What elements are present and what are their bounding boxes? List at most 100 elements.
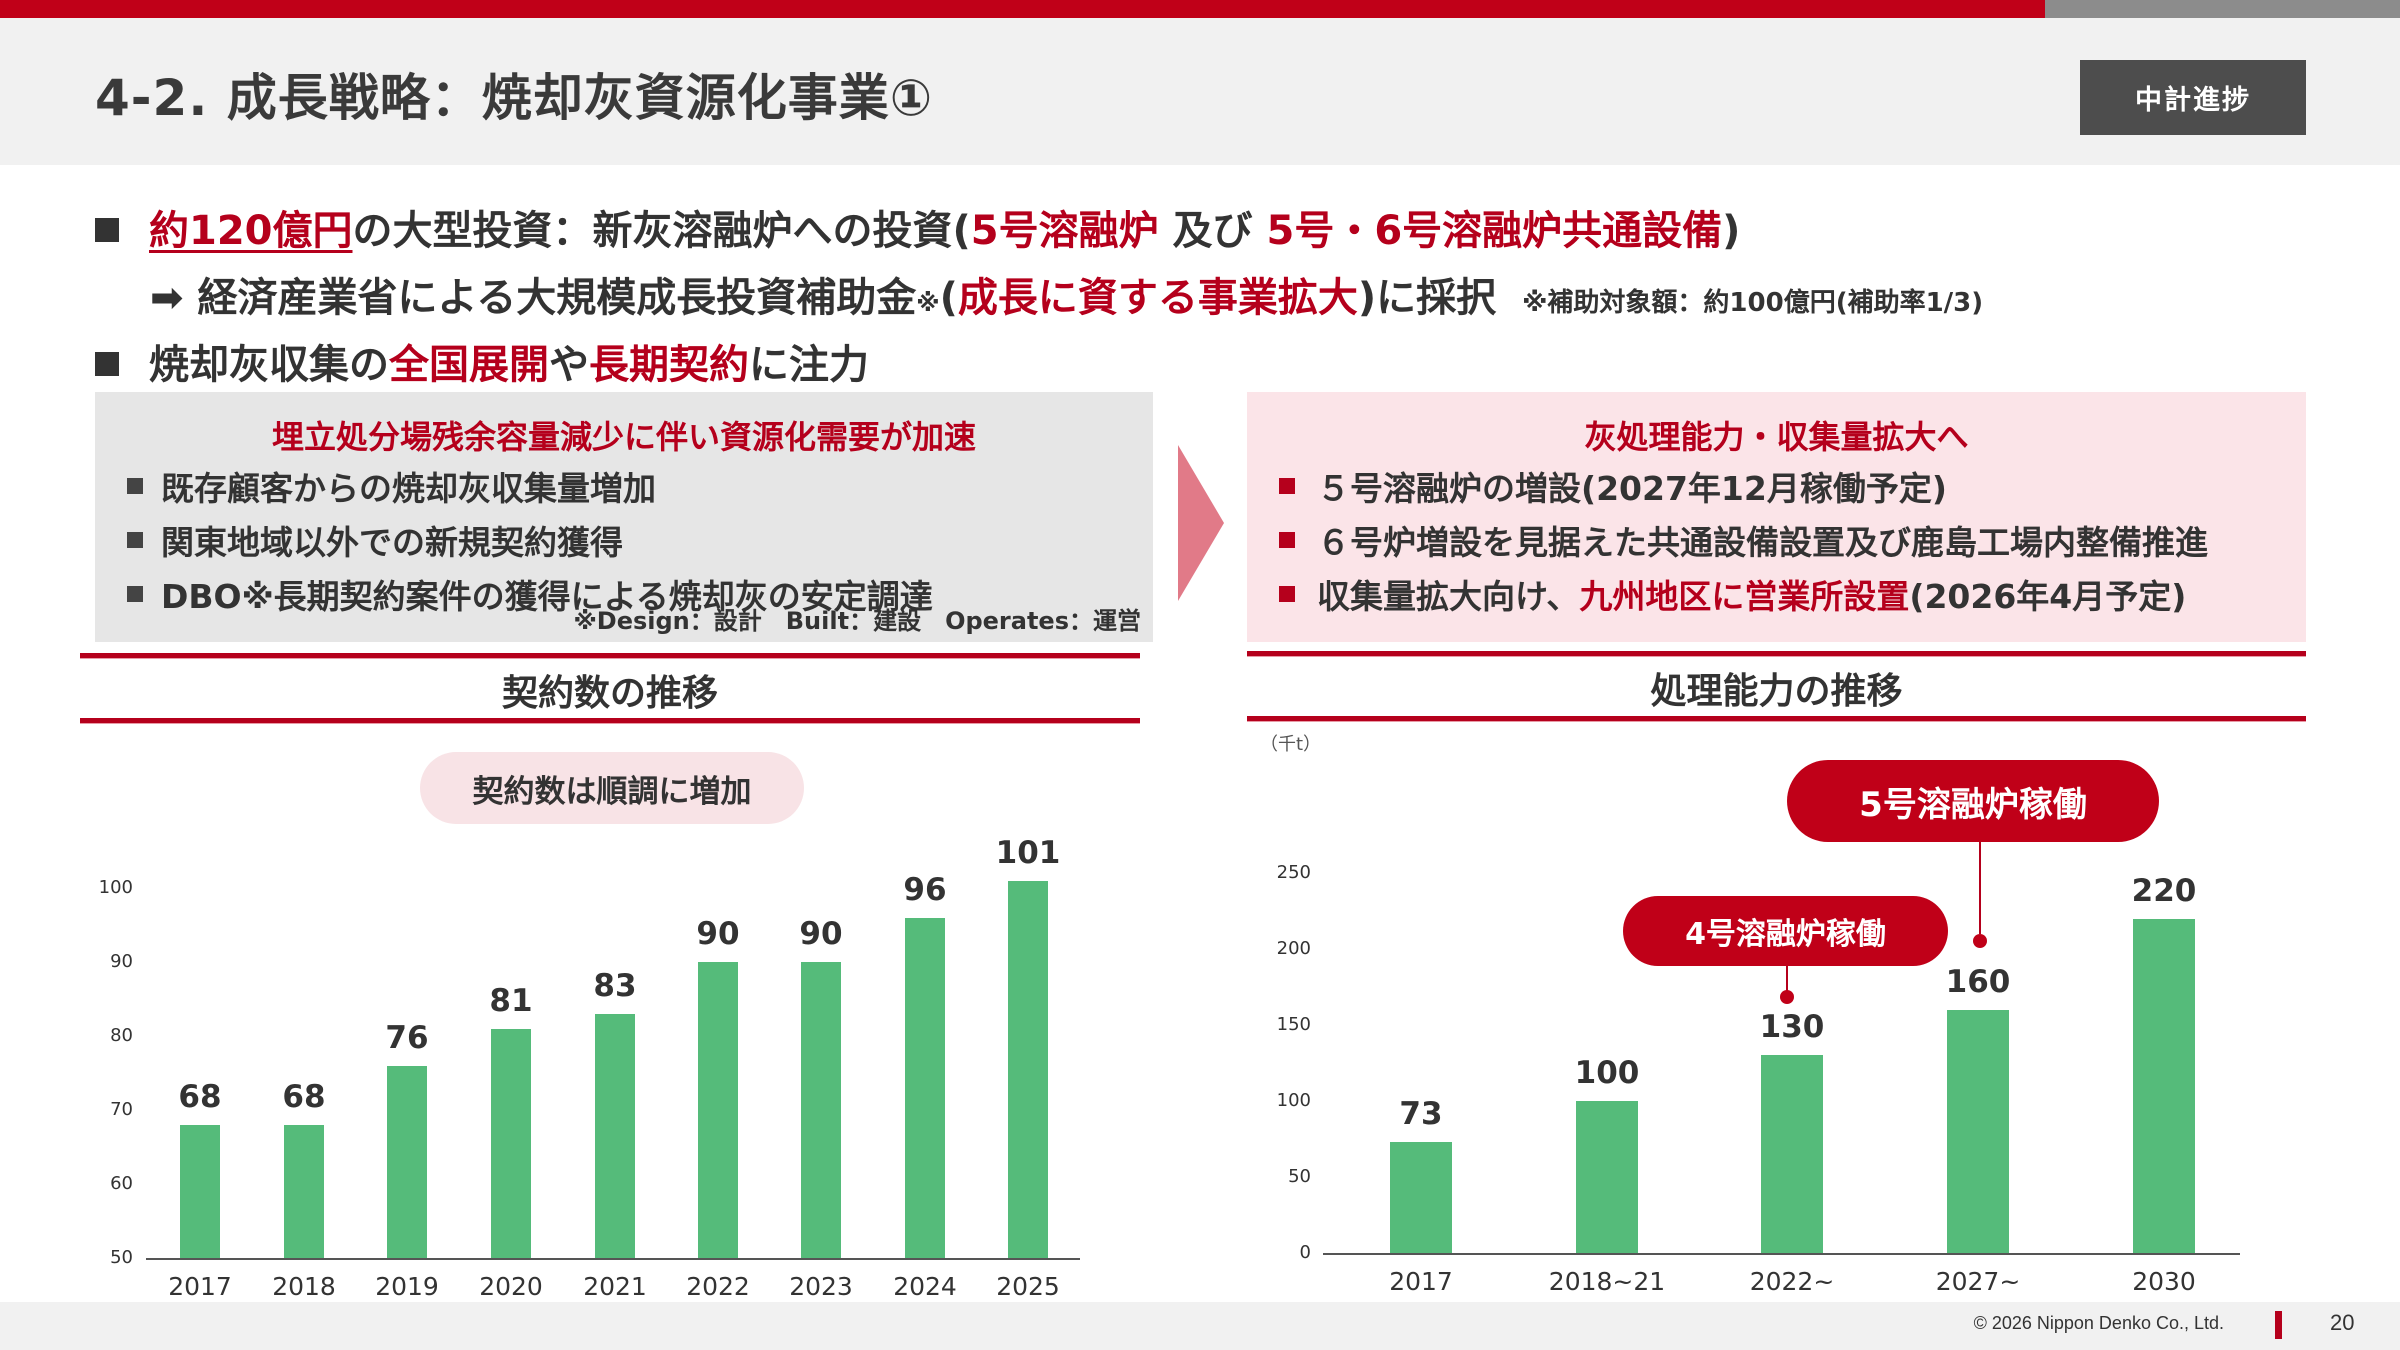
demand-item-text: DBO※長期契約案件の獲得による焼却灰の安定調達 <box>161 577 933 616</box>
bullet-text: や <box>549 342 589 388</box>
bar-value-label: 83 <box>593 967 637 1004</box>
bar <box>2133 918 2195 1253</box>
bar-value-label: 73 <box>1399 1096 1443 1133</box>
capacity-unit-label: （千t） <box>1260 734 1322 755</box>
header <box>0 18 2400 165</box>
capacity-item-text: ５号溶融炉の増設(2027年12月稼働予定) <box>1317 469 1947 508</box>
top-accent-bar <box>0 0 2045 18</box>
bar <box>284 1124 324 1258</box>
bar <box>1008 880 1048 1258</box>
bullet-text: に注力 <box>749 342 869 388</box>
page-title: 4-2. 成長戦略：焼却灰資源化事業① <box>95 69 934 127</box>
y-axis-tick: 80 <box>110 1025 133 1046</box>
x-axis-line <box>146 1258 1080 1260</box>
bullet-collection: 焼却灰収集の 全国展開 や 長期契約 に注力 <box>95 332 869 390</box>
copyright: © 2026 Nippon Denko Co., Ltd. <box>1973 1313 2224 1333</box>
square-bullet-icon <box>95 218 119 242</box>
x-axis-label: 2027~ <box>1935 1267 2021 1296</box>
top-accent-bar-gray <box>2045 0 2400 18</box>
bar <box>1947 1009 2009 1253</box>
bullet-investment: 約120億円 の大型投資：新灰溶融炉への投資( 5号溶融炉 及び 5号・6号溶融… <box>95 198 1740 256</box>
y-axis-tick: 200 <box>1276 938 1311 959</box>
callout-leader-line <box>1786 966 1788 992</box>
demand-item-text: 既存顧客からの焼却灰収集量増加 <box>161 469 656 508</box>
bar-value-label: 220 <box>2131 872 2197 909</box>
y-axis-tick: 250 <box>1276 862 1311 883</box>
bar-value-label: 68 <box>282 1078 326 1115</box>
x-axis-label: 2019 <box>375 1272 439 1301</box>
bullet-highlight: 5号溶融炉 <box>970 208 1159 254</box>
bar-value-label: 68 <box>178 1078 222 1115</box>
square-bullet-icon <box>1279 586 1295 602</box>
x-axis-label: 2017 <box>168 1272 232 1301</box>
y-axis-tick: 0 <box>1299 1242 1311 1263</box>
bar-value-label: 76 <box>385 1019 429 1056</box>
chevron-right-icon <box>1178 445 1224 601</box>
bullet-highlight: 長期契約 <box>589 342 749 388</box>
x-axis-label: 2017 <box>1389 1267 1453 1296</box>
x-axis-line <box>1323 1253 2240 1255</box>
bullet-text: 焼却灰収集の <box>149 342 389 388</box>
capacity-chart-title: 処理能力の推移 <box>1650 671 1903 712</box>
square-bullet-icon <box>127 586 143 602</box>
bar <box>387 1065 427 1258</box>
demand-item-text: 関東地域以外での新規契約獲得 <box>161 523 623 562</box>
footer <box>0 1302 2400 1350</box>
y-axis-tick: 150 <box>1276 1014 1311 1035</box>
demand-item: 関東地域以外での新規契約獲得 <box>127 516 623 564</box>
square-bullet-icon <box>1279 478 1295 494</box>
square-bullet-icon <box>127 478 143 494</box>
square-bullet-icon <box>1279 532 1295 548</box>
x-axis-label: 2018~21 <box>1548 1267 1666 1296</box>
bar-value-label: 96 <box>903 871 947 908</box>
x-axis-label: 2023 <box>789 1272 853 1301</box>
dbo-footnote: ※Design：設計 Built：建設 Operates：運営 <box>573 607 1141 635</box>
section-divider <box>1247 716 2306 722</box>
demand-item: DBO※長期契約案件の獲得による焼却灰の安定調達 <box>127 570 933 618</box>
bar-value-label: 90 <box>696 916 740 952</box>
contracts-chart-title: 契約数の推移 <box>501 673 718 714</box>
callout-dot <box>1973 934 1987 948</box>
bar <box>1761 1055 1823 1253</box>
x-axis-label: 2018 <box>272 1272 336 1301</box>
capacity-box: 灰処理能力・収集量拡大へ ５号溶融炉の増設(2027年12月稼働予定) ６号炉増… <box>1247 392 2306 642</box>
callout-furnace-5: 5号溶融炉稼働 <box>1787 760 2159 842</box>
bar <box>801 962 841 1258</box>
category-badge: 中計進捗 <box>2080 60 2306 135</box>
square-bullet-icon <box>127 532 143 548</box>
capacity-item: ６号炉増設を見据えた共通設備設置及び鹿島工場内整備推進 <box>1279 516 2208 564</box>
bar <box>905 917 945 1258</box>
x-axis-label: 2021 <box>583 1272 647 1301</box>
capacity-item-highlight: 九州地区に営業所設置 <box>1579 577 1910 616</box>
x-axis-label: 2024 <box>893 1272 957 1301</box>
demand-item: 既存顧客からの焼却灰収集量増加 <box>127 462 656 510</box>
capacity-item: ５号溶融炉の増設(2027年12月稼働予定) <box>1279 462 1947 510</box>
capacity-item-text: (2026年4月予定) <box>1909 577 2187 616</box>
contracts-annotation-pill: 契約数は順調に増加 <box>420 752 804 824</box>
bullet-text: )に採択 <box>1357 275 1497 321</box>
y-axis-tick: 90 <box>110 951 133 972</box>
y-axis-tick: 100 <box>98 877 133 898</box>
footer-divider <box>2275 1311 2282 1339</box>
bullet-text: 経済産業省による大規模成長投資補助金 <box>183 275 917 321</box>
capacity-item-text: 収集量拡大向け、 <box>1317 577 1580 616</box>
square-bullet-icon <box>95 352 119 376</box>
bar <box>698 962 738 1258</box>
bullet-text: ) <box>1722 208 1741 254</box>
callout-dot <box>1780 990 1794 1004</box>
y-axis-tick: 50 <box>1288 1166 1311 1187</box>
bar-value-label: 130 <box>1759 1009 1825 1046</box>
y-axis-tick: 100 <box>1276 1090 1311 1111</box>
bar <box>1390 1142 1452 1253</box>
capacity-box-title: 灰処理能力・収集量拡大へ <box>1584 418 1969 456</box>
y-axis-tick: 50 <box>110 1247 133 1268</box>
page-number: 20 <box>2330 1310 2355 1335</box>
y-axis-tick: 70 <box>110 1099 133 1120</box>
section-divider <box>80 653 1140 659</box>
x-axis-label: 2030 <box>2132 1267 2196 1296</box>
demand-box-title: 埋立処分場残余容量減少に伴い資源化需要が加速 <box>271 418 976 456</box>
bullet-subsidy: ➡ 経済産業省による大規模成長投資補助金 ※ ( 成長に資する事業拡大 )に採択… <box>150 265 1983 323</box>
demand-box: 埋立処分場残余容量減少に伴い資源化需要が加速 既存顧客からの焼却灰収集量増加 関… <box>95 392 1153 642</box>
bullet-highlight: 全国展開 <box>389 342 549 388</box>
bullet-text: ( <box>939 275 958 321</box>
